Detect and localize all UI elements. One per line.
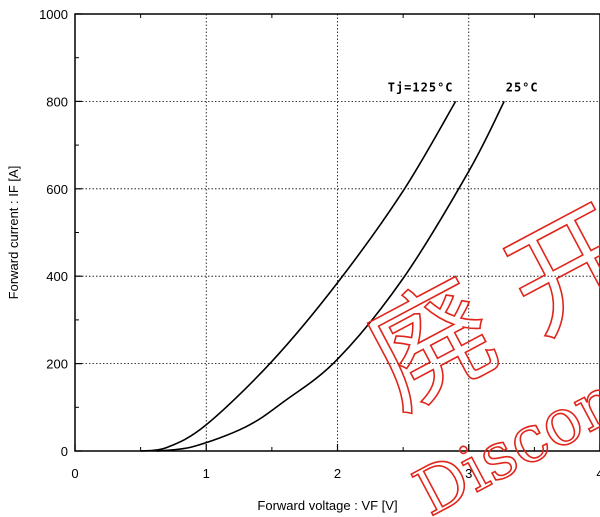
watermark: 廃 开 Discon bbox=[346, 181, 600, 517]
y-tick-label: 0 bbox=[61, 444, 68, 459]
x-tick-label: 4 bbox=[596, 466, 600, 481]
series-line-0 bbox=[140, 100, 457, 452]
y-tick-label: 600 bbox=[46, 182, 68, 197]
x-tick-labels: 0 1 2 3 4 bbox=[71, 466, 600, 481]
x-axis-label: Forward voltage : VF [V] bbox=[257, 498, 397, 513]
series-lines bbox=[140, 100, 505, 452]
y-tick-label: 1000 bbox=[39, 7, 68, 22]
series-label-1: 25°C bbox=[506, 80, 539, 94]
x-tick-label: 2 bbox=[334, 466, 341, 481]
x-tick-label: 3 bbox=[465, 466, 472, 481]
y-axis-label: Forward current : IF [A] bbox=[6, 166, 21, 300]
grid-lines bbox=[75, 14, 600, 451]
series-label-0: Tj=125°C bbox=[388, 80, 454, 94]
x-tick-label: 1 bbox=[203, 466, 210, 481]
x-tick-label: 0 bbox=[71, 466, 78, 481]
y-tick-label: 800 bbox=[46, 94, 68, 109]
series-labels: Tj=125°C 25°C bbox=[388, 80, 539, 94]
plot-frame bbox=[74, 13, 600, 452]
y-tick-label: 200 bbox=[46, 357, 68, 372]
series-line-1 bbox=[156, 101, 505, 452]
y-tick-labels: 0 200 400 600 800 1000 bbox=[39, 7, 68, 459]
y-tick-label: 400 bbox=[46, 269, 68, 284]
